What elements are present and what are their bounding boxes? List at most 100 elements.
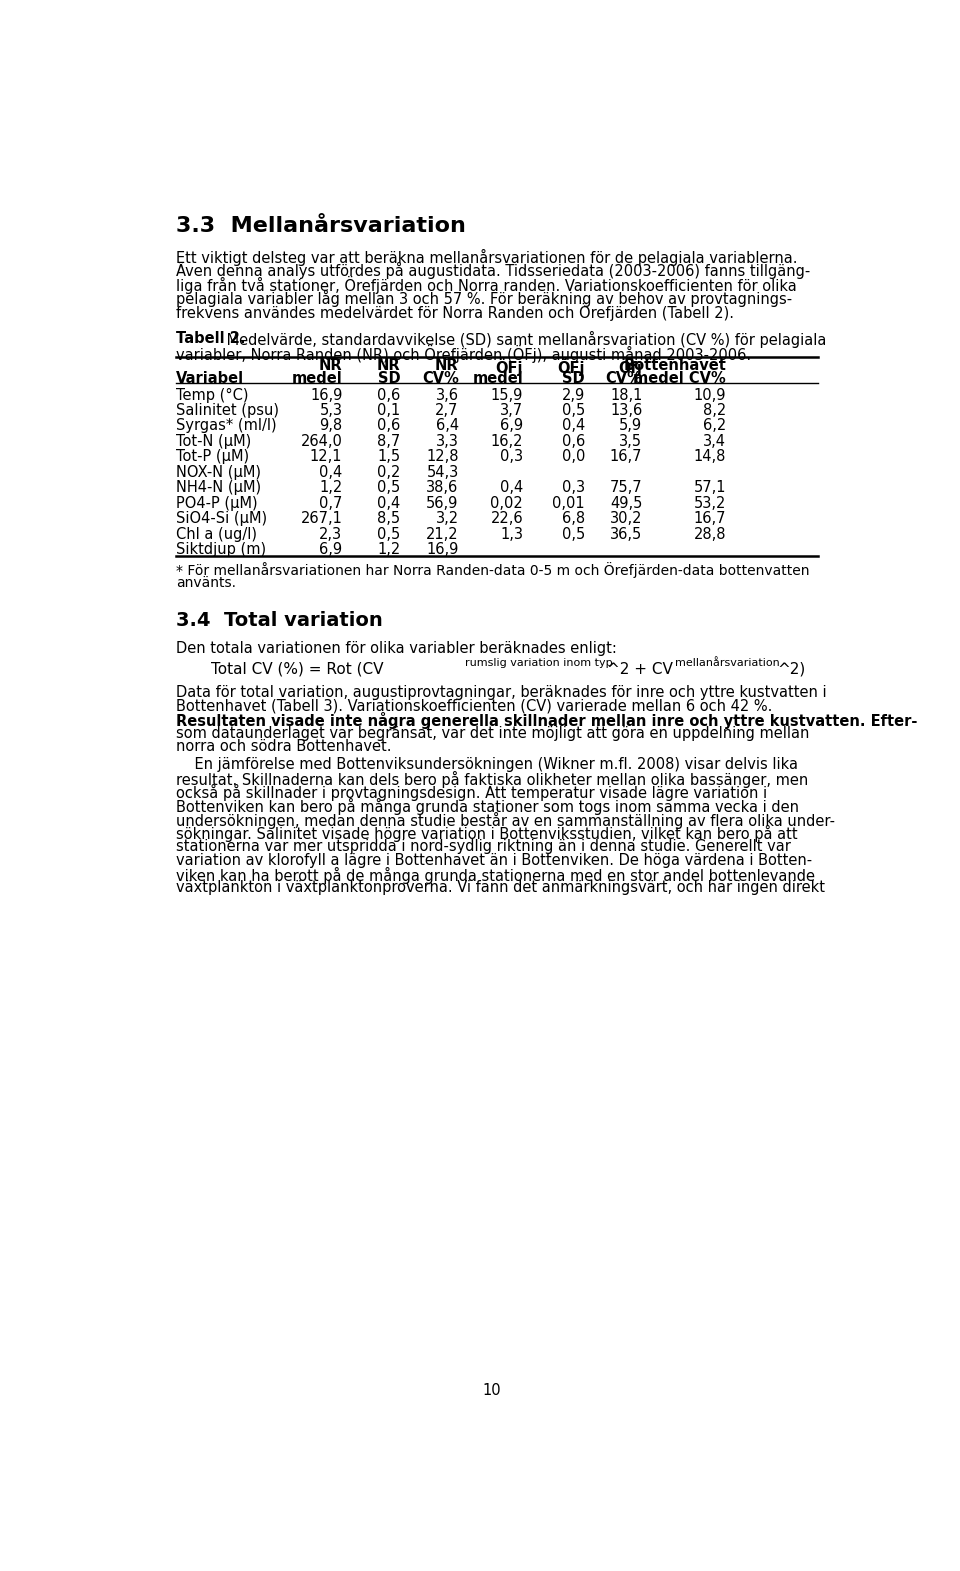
Text: 9,8: 9,8 — [320, 418, 343, 434]
Text: växtplankton i växtplanktonproverna. Vi fann det anmärkningsvärt, och har ingen : växtplankton i växtplanktonproverna. Vi … — [176, 880, 825, 895]
Text: * För mellanårsvariationen har Norra Randen-data 0-5 m och Örefjärden-data botte: * För mellanårsvariationen har Norra Ran… — [176, 562, 809, 578]
Text: stationerna var mer utspridda i nord-sydlig riktning än i denna studie. Generell: stationerna var mer utspridda i nord-syd… — [176, 839, 791, 855]
Text: 3,2: 3,2 — [436, 512, 459, 526]
Text: 1,2: 1,2 — [319, 481, 343, 495]
Text: 1,3: 1,3 — [500, 526, 523, 542]
Text: 0,0: 0,0 — [562, 449, 585, 465]
Text: 0,6: 0,6 — [377, 388, 400, 402]
Text: 28,8: 28,8 — [693, 526, 726, 542]
Text: 0,5: 0,5 — [562, 404, 585, 418]
Text: 54,3: 54,3 — [426, 465, 459, 481]
Text: 3,4: 3,4 — [703, 434, 726, 449]
Text: Tabell 2.: Tabell 2. — [176, 331, 246, 346]
Text: 3.4  Total variation: 3.4 Total variation — [176, 611, 382, 630]
Text: 6,8: 6,8 — [562, 512, 585, 526]
Text: 18,1: 18,1 — [610, 388, 642, 402]
Text: 0,6: 0,6 — [377, 418, 400, 434]
Text: CV%: CV% — [421, 371, 459, 386]
Text: NH4-N (μM): NH4-N (μM) — [176, 481, 261, 495]
Text: ^2 + CV: ^2 + CV — [607, 661, 673, 677]
Text: 2,9: 2,9 — [562, 388, 585, 402]
Text: 16,9: 16,9 — [310, 388, 343, 402]
Text: 16,7: 16,7 — [610, 449, 642, 465]
Text: Bottenhavet (Tabell 3). Variationskoefficienten (CV) varierade mellan 6 och 42 %: Bottenhavet (Tabell 3). Variationskoeffi… — [176, 698, 772, 713]
Text: PO4-P (μM): PO4-P (μM) — [176, 496, 257, 511]
Text: Tot-N (μM): Tot-N (μM) — [176, 434, 252, 449]
Text: Bottenviken kan bero på många grunda stationer som togs inom samma vecka i den: Bottenviken kan bero på många grunda sta… — [176, 798, 799, 815]
Text: 6,9: 6,9 — [500, 418, 523, 434]
Text: variabler, Norra Randen (NR) och Örefjärden (ÖFj), augusti månad 2003-2006.: variabler, Norra Randen (NR) och Örefjär… — [176, 344, 751, 363]
Text: liga från två stationer, Örefjärden och Norra randen. Variationskoefficienten fö: liga från två stationer, Örefjärden och … — [176, 276, 797, 294]
Text: 0,5: 0,5 — [377, 481, 400, 495]
Text: 8,7: 8,7 — [377, 434, 400, 449]
Text: undersökningen, medan denna studie består av en sammanställning av flera olika u: undersökningen, medan denna studie bestå… — [176, 812, 835, 829]
Text: mellanårsvariation: mellanårsvariation — [675, 658, 780, 668]
Text: 267,1: 267,1 — [300, 512, 343, 526]
Text: SD: SD — [378, 371, 400, 386]
Text: 3.3  Mellanårsvariation: 3.3 Mellanårsvariation — [176, 217, 466, 236]
Text: medel: medel — [472, 371, 523, 386]
Text: 0,4: 0,4 — [319, 465, 343, 481]
Text: 10: 10 — [483, 1382, 501, 1398]
Text: 1,2: 1,2 — [377, 542, 400, 558]
Text: ^2): ^2) — [778, 661, 805, 677]
Text: 8,2: 8,2 — [703, 404, 726, 418]
Text: 15,9: 15,9 — [491, 388, 523, 402]
Text: 30,2: 30,2 — [610, 512, 642, 526]
Text: 75,7: 75,7 — [610, 481, 642, 495]
Text: 16,7: 16,7 — [693, 512, 726, 526]
Text: 3,3: 3,3 — [436, 434, 459, 449]
Text: 16,9: 16,9 — [426, 542, 459, 558]
Text: 0,7: 0,7 — [319, 496, 343, 511]
Text: SiO4-Si (μM): SiO4-Si (μM) — [176, 512, 267, 526]
Text: 6,2: 6,2 — [703, 418, 726, 434]
Text: 0,2: 0,2 — [377, 465, 400, 481]
Text: variation av klorofyll a lägre i Bottenhavet än i Bottenviken. De höga värdena i: variation av klorofyll a lägre i Bottenh… — [176, 853, 812, 867]
Text: 264,0: 264,0 — [300, 434, 343, 449]
Text: 3,5: 3,5 — [619, 434, 642, 449]
Text: Tot-P (μM): Tot-P (μM) — [176, 449, 249, 465]
Text: 3,7: 3,7 — [500, 404, 523, 418]
Text: ÖFj: ÖFj — [495, 358, 523, 375]
Text: medel CV%: medel CV% — [634, 371, 726, 386]
Text: medel: medel — [292, 371, 343, 386]
Text: Data för total variation, augustiprovtagningar, beräknades för inre och yttre ku: Data för total variation, augustiprovtag… — [176, 685, 827, 699]
Text: Salinitet (psu): Salinitet (psu) — [176, 404, 278, 418]
Text: frekvens användes medelvärdet för Norra Randen och Örefjärden (Tabell 2).: frekvens användes medelvärdet för Norra … — [176, 303, 733, 322]
Text: 16,2: 16,2 — [491, 434, 523, 449]
Text: CV%: CV% — [606, 371, 642, 386]
Text: 1,5: 1,5 — [377, 449, 400, 465]
Text: 57,1: 57,1 — [693, 481, 726, 495]
Text: Medelvärde, standardavvikelse (SD) samt mellanårsvariation (CV %) för pelagiala: Medelvärde, standardavvikelse (SD) samt … — [223, 331, 827, 349]
Text: 12,8: 12,8 — [426, 449, 459, 465]
Text: rumslig variation inom typ: rumslig variation inom typ — [465, 658, 612, 668]
Text: 10,9: 10,9 — [693, 388, 726, 402]
Text: norra och södra Bottenhavet.: norra och södra Bottenhavet. — [176, 740, 392, 754]
Text: Syrgas* (ml/l): Syrgas* (ml/l) — [176, 418, 276, 434]
Text: pelagiala variabler låg mellan 3 och 57 %. För beräkning av behov av provtagning: pelagiala variabler låg mellan 3 och 57 … — [176, 289, 792, 306]
Text: 8,5: 8,5 — [377, 512, 400, 526]
Text: NR: NR — [319, 358, 343, 372]
Text: 21,2: 21,2 — [426, 526, 459, 542]
Text: som dataunderlaget var begränsat, var det inte möjligt att göra en uppdelning me: som dataunderlaget var begränsat, var de… — [176, 726, 809, 740]
Text: Total CV (%) = Rot (CV: Total CV (%) = Rot (CV — [210, 661, 383, 677]
Text: också på skillnader i provtagningsdesign. Att temperatur visade lägre variation : också på skillnader i provtagningsdesign… — [176, 784, 767, 801]
Text: resultat. Skillnaderna kan dels bero på faktiska olikheter mellan olika bassänge: resultat. Skillnaderna kan dels bero på … — [176, 771, 808, 787]
Text: 53,2: 53,2 — [694, 496, 726, 511]
Text: 22,6: 22,6 — [491, 512, 523, 526]
Text: Den totala variationen för olika variabler beräknades enligt:: Den totala variationen för olika variabl… — [176, 641, 616, 655]
Text: 6,9: 6,9 — [320, 542, 343, 558]
Text: 49,5: 49,5 — [610, 496, 642, 511]
Text: Variabel: Variabel — [176, 371, 244, 386]
Text: En jämförelse med Bottenviksundersökningen (Wikner m.fl. 2008) visar delvis lika: En jämförelse med Bottenviksundersökning… — [176, 757, 798, 771]
Text: sökningar. Salinitet visade högre variation i Bottenviksstudien, vilket kan bero: sökningar. Salinitet visade högre variat… — [176, 825, 798, 842]
Text: 0,01: 0,01 — [552, 496, 585, 511]
Text: NR: NR — [435, 358, 459, 372]
Text: Temp (°C): Temp (°C) — [176, 388, 249, 402]
Text: Siktdjup (m): Siktdjup (m) — [176, 542, 266, 558]
Text: Ett viktigt delsteg var att beräkna mellanårsvariationen för de pelagiala variab: Ett viktigt delsteg var att beräkna mell… — [176, 248, 798, 265]
Text: 0,3: 0,3 — [562, 481, 585, 495]
Text: Chl a (ug/l): Chl a (ug/l) — [176, 526, 257, 542]
Text: Bottenhavet: Bottenhavet — [623, 358, 726, 372]
Text: 13,6: 13,6 — [611, 404, 642, 418]
